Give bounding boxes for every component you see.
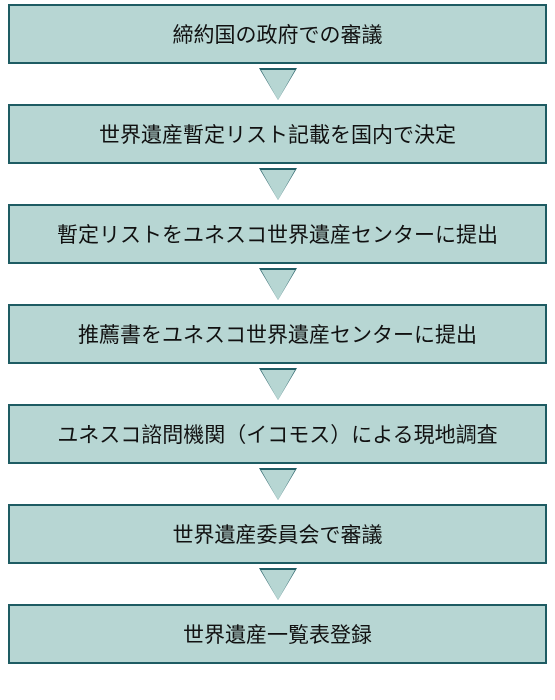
- flow-step-label: 世界遺産暫定リスト記載を国内で決定: [99, 124, 456, 147]
- flow-step-label: 締約国の政府での審議: [173, 24, 383, 47]
- arrow-down-icon: [259, 568, 297, 600]
- flow-arrow: [8, 564, 547, 604]
- flow-arrow: [8, 164, 547, 204]
- flow-step-7: 世界遺産一覧表登録: [8, 604, 547, 664]
- flow-arrow: [8, 64, 547, 104]
- arrow-down-icon: [259, 268, 297, 300]
- flow-step-1: 締約国の政府での審議: [8, 4, 547, 64]
- arrow-down-icon: [259, 68, 297, 100]
- flow-step-2: 世界遺産暫定リスト記載を国内で決定: [8, 104, 547, 164]
- flow-step-6: 世界遺産委員会で審議: [8, 504, 547, 564]
- flow-step-label: 世界遺産一覧表登録: [183, 624, 372, 647]
- flow-step-5: ユネスコ諮問機関（イコモス）による現地調査: [8, 404, 547, 464]
- flow-step-label: 推薦書をユネスコ世界遺産センターに提出: [78, 324, 477, 347]
- flow-arrow: [8, 464, 547, 504]
- flowchart: 締約国の政府での審議世界遺産暫定リスト記載を国内で決定暫定リストをユネスコ世界遺…: [8, 4, 547, 664]
- flow-step-label: 暫定リストをユネスコ世界遺産センターに提出: [57, 224, 498, 247]
- flow-step-label: ユネスコ諮問機関（イコモス）による現地調査: [57, 424, 497, 447]
- arrow-down-icon: [259, 468, 297, 500]
- flow-step-4: 推薦書をユネスコ世界遺産センターに提出: [8, 304, 547, 364]
- flow-arrow: [8, 364, 547, 404]
- flow-step-label: 世界遺産委員会で審議: [173, 524, 383, 547]
- flow-step-3: 暫定リストをユネスコ世界遺産センターに提出: [8, 204, 547, 264]
- flow-arrow: [8, 264, 547, 304]
- arrow-down-icon: [259, 368, 297, 400]
- arrow-down-icon: [259, 168, 297, 200]
